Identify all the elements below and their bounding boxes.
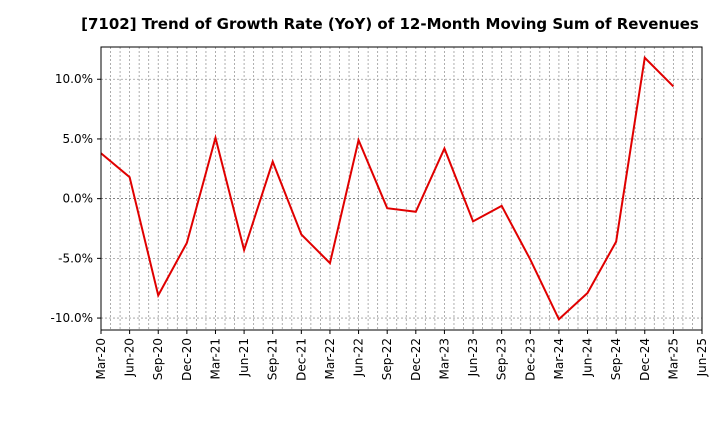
x-tick-label: Jun-21 <box>237 338 251 377</box>
x-tick-label: Jun-20 <box>123 338 137 377</box>
x-tick-label: Sep-21 <box>266 338 280 380</box>
series-line <box>100 55 675 321</box>
series-layer <box>100 55 675 321</box>
x-tick-label: Dec-22 <box>409 338 423 381</box>
x-tick-label: Sep-20 <box>151 338 165 380</box>
x-tick-label: Jun-23 <box>466 338 480 377</box>
y-tick-label: 5.0% <box>63 132 94 146</box>
x-tick-label: Dec-23 <box>523 338 537 381</box>
chart-title: [7102] Trend of Growth Rate (YoY) of 12-… <box>81 15 699 33</box>
x-tick-label: Jun-25 <box>695 338 709 377</box>
axis-layer <box>97 46 703 334</box>
x-tick-label: Mar-23 <box>437 338 451 379</box>
y-tick-label: -10.0% <box>51 311 93 325</box>
grid-layer <box>101 47 702 330</box>
x-tick-label: Mar-24 <box>552 338 566 379</box>
y-axis-ticks: 10.0% 5.0% 0.0% -5.0% -10.0% <box>51 72 93 325</box>
x-tick-label: Jun-24 <box>581 338 595 377</box>
x-tick-label: Sep-22 <box>380 338 394 380</box>
x-tick-label: Mar-20 <box>94 338 108 379</box>
x-tick-label: Sep-23 <box>495 338 509 380</box>
x-axis-ticks: Mar-20 Jun-20 Sep-20 Dec-20 Mar-21 Jun-21 Sep-… <box>94 338 709 381</box>
y-tick-label: 10.0% <box>55 72 93 86</box>
x-tick-label: Dec-21 <box>294 338 308 381</box>
x-tick-label: Dec-24 <box>638 338 652 381</box>
plot-area-frame <box>100 46 703 331</box>
x-tick-label: Jun-22 <box>352 338 366 377</box>
y-tick-label: -5.0% <box>58 251 93 265</box>
x-tick-label: Mar-25 <box>666 338 680 379</box>
x-tick-label: Dec-20 <box>180 338 194 381</box>
x-tick-label: Mar-22 <box>323 338 337 379</box>
x-tick-label: Sep-24 <box>609 338 623 380</box>
y-tick-label: 0.0% <box>63 192 94 206</box>
x-tick-label: Mar-21 <box>208 338 222 379</box>
